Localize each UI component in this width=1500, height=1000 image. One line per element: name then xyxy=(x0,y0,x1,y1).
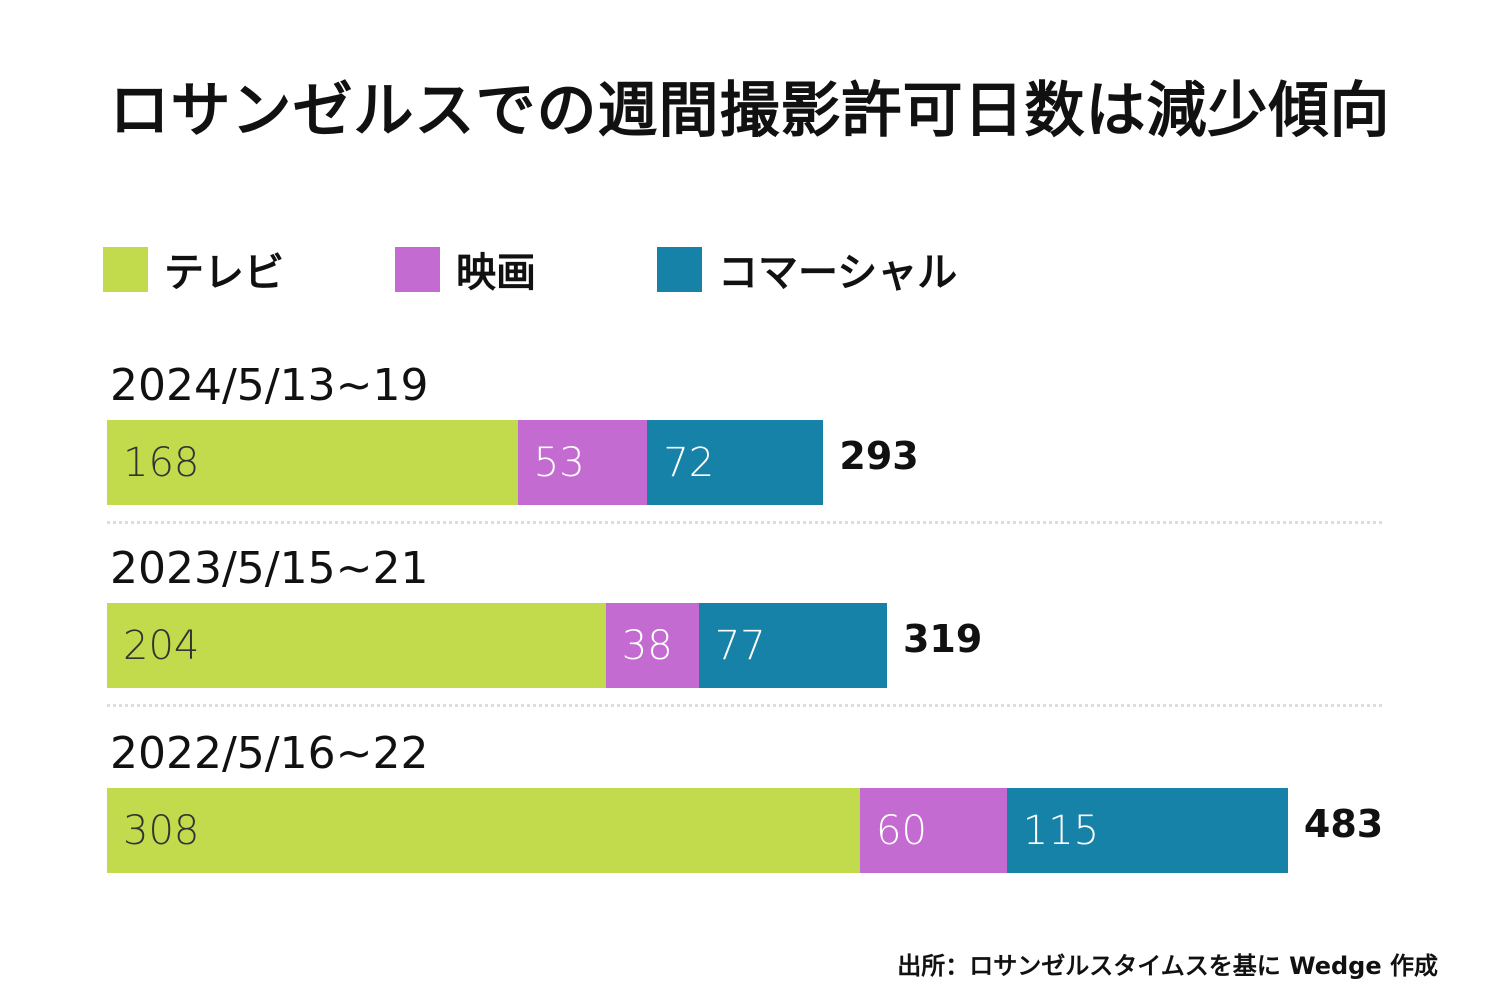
legend-item: コマーシャル xyxy=(657,246,957,296)
bar-segment: 53 xyxy=(517,420,648,505)
data-label: 308 xyxy=(123,807,200,854)
bar-segment: 308 xyxy=(107,788,861,873)
category-label: 2024/5/13~19 xyxy=(110,360,429,411)
data-label: 38 xyxy=(621,622,673,669)
legend-item: 映画 xyxy=(395,246,536,296)
bar-segment: 77 xyxy=(698,603,887,688)
bar-segment: 115 xyxy=(1006,788,1288,873)
data-label: 72 xyxy=(663,439,715,486)
total-label: 483 xyxy=(1303,802,1384,846)
legend-label: コマーシャル xyxy=(718,250,958,296)
legend-label: テレビ xyxy=(164,250,284,296)
legend-swatch xyxy=(657,246,702,292)
data-label: 115 xyxy=(1022,807,1100,854)
total-label: 293 xyxy=(839,434,919,478)
bar-segment: 60 xyxy=(860,788,1007,873)
bar-segment: 204 xyxy=(107,603,606,688)
legend-item: テレビ xyxy=(103,246,284,296)
bar-segment: 38 xyxy=(605,603,699,688)
data-label: 77 xyxy=(714,622,766,669)
total-label: 319 xyxy=(902,617,983,661)
legend-swatch xyxy=(395,246,440,292)
data-label: 53 xyxy=(533,439,585,486)
category-label: 2023/5/15~21 xyxy=(110,543,429,594)
data-label: 60 xyxy=(876,807,927,854)
data-label: 204 xyxy=(123,622,200,669)
chart-title: ロサンゼルスでの週間撮影許可日数は減少傾向 xyxy=(109,76,1391,146)
source-note: 出所：ロサンゼルスタイムスを基に Wedge 作成 xyxy=(897,952,1438,980)
data-label: 168 xyxy=(123,439,200,486)
legend-swatch xyxy=(103,246,148,292)
legend-label: 映画 xyxy=(456,250,536,296)
bar-segment: 168 xyxy=(107,420,518,505)
divider xyxy=(107,521,1382,524)
divider xyxy=(107,704,1382,707)
bar-segment: 72 xyxy=(647,420,824,505)
category-label: 2022/5/16~22 xyxy=(110,728,429,779)
